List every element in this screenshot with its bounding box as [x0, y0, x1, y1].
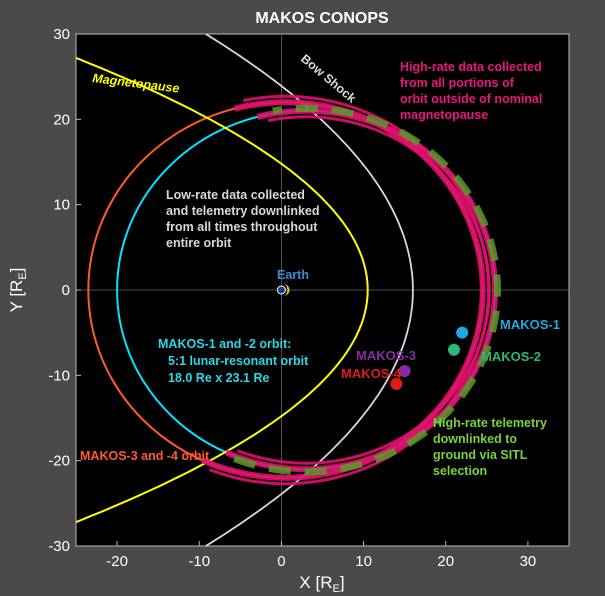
makos-3-4-orbit-note: MAKOS-3 and -4 orbit — [80, 449, 210, 463]
sitl-downlink-dashes — [233, 104, 502, 476]
high-rate-segment-outer — [208, 94, 491, 486]
bow-shock-curve — [205, 34, 414, 546]
y-tick-label: -20 — [48, 453, 70, 470]
sitl-downlink-note: High-rate telemetry downlinked to ground… — [433, 416, 550, 478]
y-tick-labels: -30 -20 -10 0 10 20 30 — [48, 26, 81, 555]
x-axis-label: X [RE] — [299, 573, 344, 595]
x-tick-label: -20 — [106, 553, 128, 570]
y-axis-label: Y [RE] — [7, 268, 29, 313]
y-tick-label: 0 — [62, 282, 70, 299]
makos-2-marker — [447, 343, 460, 356]
makos-3-label: MAKOS-3 — [356, 348, 416, 363]
makos-3-marker — [398, 365, 411, 378]
y-tick-label: 10 — [53, 197, 70, 214]
y-tick-label: 20 — [53, 111, 70, 128]
low-rate-collection-note: Low-rate data collected and telemetry do… — [166, 188, 323, 250]
makos-4-label: MAKOS-4 — [341, 366, 402, 381]
x-tick-label: 20 — [437, 553, 454, 570]
y-tick-label: -10 — [48, 367, 70, 384]
earth-label: Earth — [277, 268, 309, 282]
makos-4-marker — [390, 377, 403, 390]
y-tick-label: 30 — [53, 26, 70, 43]
makos-1-label: MAKOS-1 — [500, 317, 560, 332]
x-tick-label: 0 — [277, 553, 285, 570]
y-tick-label: -30 — [48, 538, 70, 555]
figure-title: MAKOS CONOPS — [255, 10, 389, 27]
makos-1-marker — [456, 326, 469, 339]
x-tick-labels: -20 -10 0 10 20 30 — [106, 541, 536, 570]
x-tick-label: 10 — [355, 553, 372, 570]
x-tick-label: 30 — [520, 553, 537, 570]
x-tick-label: -10 — [188, 553, 210, 570]
high-rate-collection-note: High-rate data collected from all portio… — [400, 60, 546, 122]
makos-2-label: MAKOS-2 — [481, 349, 541, 364]
earth-icon — [276, 284, 290, 296]
makos-1-2-orbit-note: MAKOS-1 and -2 orbit: 5:1 lunar-resonant… — [158, 337, 312, 385]
